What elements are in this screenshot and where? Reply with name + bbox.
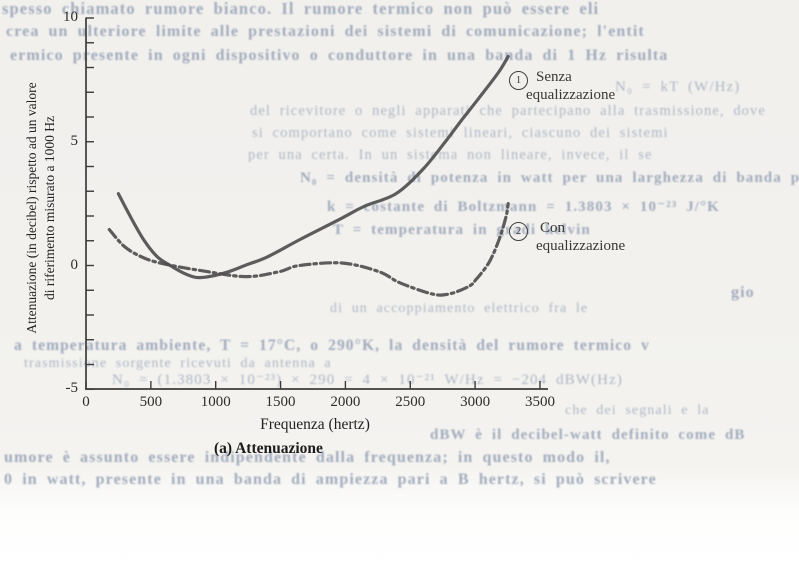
bleed-text-line: a temperatura ambiente, T = 17°C, o 290°…: [14, 337, 650, 354]
x-tick-label: 2500: [395, 394, 426, 410]
bleed-text-line: crea un ulteriore limite alle prestazion…: [6, 23, 645, 40]
bleed-text-line: N₀ = (1.3803 × 10⁻²³) × 290 = 4 × 10⁻²¹ …: [112, 372, 623, 388]
y-tick-label: -5: [65, 380, 79, 397]
x-tick-label: 1000: [200, 394, 231, 410]
y-tick-label: 0: [70, 256, 79, 273]
y-tick-label: 5: [70, 132, 79, 149]
y-axis-title: Attenuazione (in decibel) rispetto ad un…: [23, 58, 61, 358]
curve-2-label-line2: equalizzazione: [536, 238, 626, 254]
bleed-text-line: trasmissione sorgente ricevuti da antenn…: [24, 356, 332, 371]
bleed-text-line: N₀ = kT (W/Hz): [615, 79, 741, 95]
bleed-text-line: gio: [731, 284, 755, 301]
curve-con-equalizzazione: [107, 202, 510, 297]
curve-1-label-line1: Senza: [536, 69, 572, 85]
bleed-text-line: dBW è il decibel-watt definito come dB: [430, 427, 746, 443]
figure-caption: (a) Attenuazione: [214, 440, 323, 457]
x-tick-label: 1500: [265, 394, 296, 410]
curve-senza-equalizzazione: [116, 54, 510, 280]
bleed-text-line: 0 in watt, presente in una banda di ampi…: [4, 471, 657, 488]
bleed-text-line: umore è assunto essere indipendente dall…: [4, 449, 611, 466]
bleed-text-line: si comportano come sistemi lineari, cias…: [252, 125, 669, 141]
x-tick-label: 2000: [330, 394, 361, 410]
bleed-text-line: che dei segnali e la: [565, 403, 710, 418]
bleed-text-line: N₀ = densità di potenza in watt per una …: [300, 170, 799, 186]
bleed-text-line: per una certa. In un sistema non lineare…: [248, 147, 653, 163]
x-tick-label: 0: [82, 394, 90, 410]
x-tick-label: 3500: [524, 394, 555, 410]
curve-1-number-badge: 1: [509, 71, 528, 90]
y-axis-title-line1: Attenuazione (in decibel) rispetto ad un…: [24, 82, 39, 334]
x-tick-label: 3000: [460, 394, 491, 410]
y-axis-title-line2: di riferimento misurato a 1000 Hz: [42, 115, 57, 301]
bleed-text-line: spesso chiamato rumore bianco. Il rumore…: [2, 0, 600, 18]
bleed-text-line: del ricevitore o negli apparati che part…: [250, 103, 766, 119]
curve-2-label-line1: Con: [540, 220, 566, 236]
bleed-text-line: di un accoppiamento elettrico fra le: [330, 301, 589, 316]
y-tick-label: 10: [63, 9, 78, 25]
x-axis-title: Frequenza (hertz): [260, 416, 370, 433]
bleed-text-line: ermico presente in ogni dispositivo o co…: [10, 47, 669, 64]
curve-1-label-line2: equalizzazione: [526, 87, 616, 103]
x-tick-label: 500: [139, 394, 163, 410]
bleed-text-line: k = costante di Boltzmann = 1.3803 × 10⁻…: [327, 199, 720, 215]
curve-2-number-badge: 2: [509, 222, 528, 241]
